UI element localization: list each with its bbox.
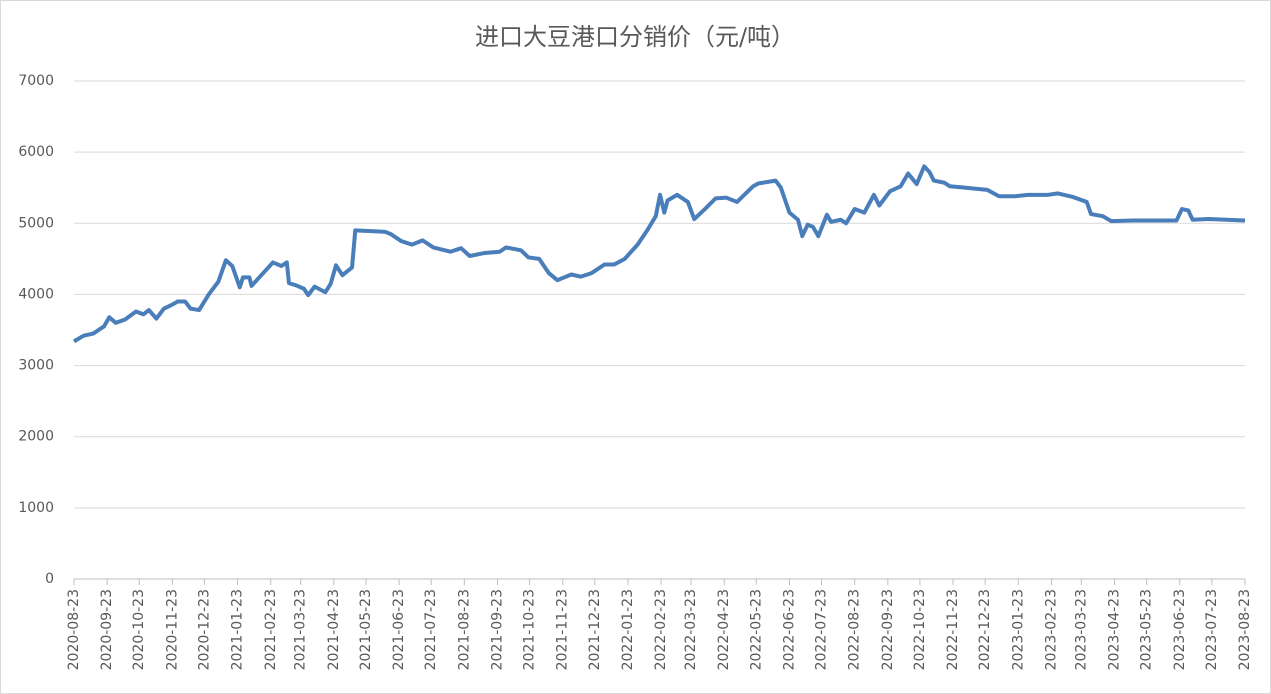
x-tick-label: 2022-11-23	[945, 589, 961, 670]
line-series	[72, 164, 1246, 344]
x-tick-label: 2023-05-23	[1139, 589, 1155, 670]
x-tick-label: 2023-02-23	[1043, 589, 1059, 670]
x-tick-label: 2022-02-23	[653, 589, 669, 670]
x-tick-label: 2022-10-23	[912, 589, 928, 670]
chart-title: 进口大豆港口分销价（元/吨）	[475, 23, 795, 51]
y-tick-label: 6000	[18, 144, 54, 160]
y-tick-label: 1000	[18, 500, 54, 516]
y-tick-label: 7000	[18, 73, 54, 89]
y-tick-label: 4000	[18, 286, 54, 302]
x-tick-label: 2023-06-23	[1172, 589, 1188, 670]
x-tick-label: 2022-05-23	[748, 589, 764, 670]
x-tick-label: 2020-09-23	[99, 589, 115, 670]
x-tick-label: 2022-06-23	[781, 589, 797, 670]
x-tick-label: 2020-11-23	[164, 589, 180, 670]
x-tick-label: 2021-03-23	[293, 589, 309, 670]
x-tick-label: 2020-08-23	[66, 589, 82, 670]
x-tick-label: 2022-09-23	[880, 589, 896, 670]
x-tick-label: 2021-09-23	[489, 589, 505, 670]
x-tick-label: 2021-07-23	[423, 589, 439, 670]
x-tick-label: 2022-04-23	[716, 589, 732, 670]
x-tick-label: 2020-12-23	[196, 589, 212, 670]
x-tick-label: 2022-01-23	[620, 589, 636, 670]
x-tick-label: 2021-10-23	[522, 589, 538, 670]
x-tick-label: 2021-11-23	[555, 589, 571, 670]
x-tick-label: 2023-08-23	[1237, 589, 1253, 670]
x-tick-label: 2020-10-23	[131, 589, 147, 670]
x-tick-label: 2023-07-23	[1204, 589, 1220, 670]
x-tick-label: 2021-12-23	[587, 589, 603, 670]
y-tick-label: 3000	[18, 358, 54, 374]
x-tick-label: 2023-01-23	[1010, 589, 1026, 670]
x-tick-label: 2021-06-23	[391, 589, 407, 670]
y-tick-label: 2000	[18, 429, 54, 445]
x-tick-label: 2021-04-23	[326, 589, 342, 670]
x-tick-label: 2021-08-23	[456, 589, 472, 670]
x-tick-label: 2021-01-23	[230, 589, 246, 670]
x-tick-label: 2022-07-23	[814, 589, 830, 670]
x-tick-label: 2022-12-23	[977, 589, 993, 670]
y-tick-label: 0	[45, 571, 54, 587]
y-tick-label: 5000	[18, 215, 54, 231]
x-tick-label: 2021-02-23	[263, 589, 279, 670]
x-tick-label: 2021-05-23	[358, 589, 374, 670]
x-tick-label: 2022-08-23	[847, 589, 863, 670]
x-tick-label: 2023-03-23	[1073, 589, 1089, 670]
x-tick-label: 2023-04-23	[1107, 589, 1123, 670]
x-tick-label: 2022-03-23	[683, 589, 699, 670]
